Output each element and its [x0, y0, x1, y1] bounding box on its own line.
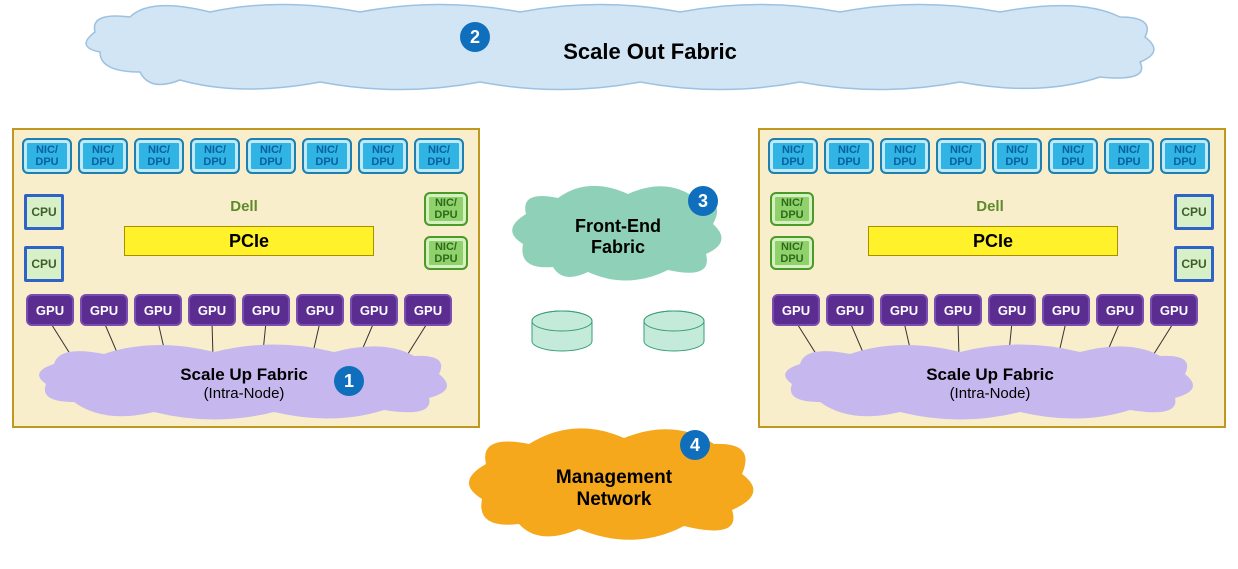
nic-chip: NIC/DPU: [880, 138, 930, 174]
gpu-chip: GPU: [1042, 294, 1090, 326]
gpu-row-right: GPUGPUGPUGPUGPUGPUGPUGPU: [772, 294, 1198, 326]
front-end-cloud: Front-End Fabric 3: [508, 182, 728, 292]
nic-chip: NIC/DPU: [768, 138, 818, 174]
storage-disk-2: [642, 310, 706, 354]
gpu-chip: GPU: [188, 294, 236, 326]
scale-up-left-text: Scale Up Fabric (Intra-Node): [180, 365, 308, 402]
server-right: NIC/DPUNIC/DPUNIC/DPUNIC/DPUNIC/DPUNIC/D…: [758, 128, 1226, 428]
nic-chip: NIC/DPU: [1160, 138, 1210, 174]
scale-up-left-l1: Scale Up Fabric: [180, 365, 308, 385]
management-l2: Network: [556, 489, 672, 511]
nic-chip: NIC/DPU: [1104, 138, 1154, 174]
pcie-left: PCIe: [124, 226, 374, 256]
front-end-l2: Fabric: [575, 237, 661, 258]
management-cloud: Management Network 4: [464, 424, 764, 554]
side-nic-col-right: NIC/DPU NIC/DPU: [770, 192, 814, 270]
management-text: Management Network: [556, 467, 672, 511]
nic-chip: NIC/DPU: [824, 138, 874, 174]
side-nic-r-1: NIC/DPU: [770, 192, 814, 226]
nic-chip: NIC/DPU: [22, 138, 72, 174]
front-end-l1: Front-End: [575, 216, 661, 237]
scale-out-badge: 2: [460, 22, 490, 52]
side-nic-l-2: NIC/DPU: [424, 236, 468, 270]
scale-out-label: Scale Out Fabric: [563, 39, 737, 65]
scale-up-right-l2: (Intra-Node): [926, 385, 1054, 402]
gpu-chip: GPU: [350, 294, 398, 326]
side-nic-l-1: NIC/DPU: [424, 192, 468, 226]
gpu-chip: GPU: [26, 294, 74, 326]
scale-up-right-cloud: Scale Up Fabric (Intra-Node): [780, 342, 1200, 424]
storage-disk-1: [530, 310, 594, 354]
scale-up-left-cloud: Scale Up Fabric (Intra-Node) 1: [34, 342, 454, 424]
gpu-chip: GPU: [988, 294, 1036, 326]
gpu-chip: GPU: [80, 294, 128, 326]
server-left-label-1: Dell: [144, 198, 344, 215]
pcie-left-label: PCIe: [229, 231, 269, 252]
gpu-chip: GPU: [242, 294, 290, 326]
side-nic-col-left: NIC/DPU NIC/DPU: [424, 192, 468, 270]
scale-out-cloud: 2 Scale Out Fabric: [80, 2, 1160, 102]
management-badge: 4: [680, 430, 710, 460]
gpu-chip: GPU: [826, 294, 874, 326]
gpu-chip: GPU: [934, 294, 982, 326]
cpu-col-right: CPU CPU: [1174, 194, 1214, 282]
gpu-chip: GPU: [880, 294, 928, 326]
scale-up-badge: 1: [334, 366, 364, 396]
gpu-chip: GPU: [1096, 294, 1144, 326]
gpu-chip: GPU: [404, 294, 452, 326]
nic-chip: NIC/DPU: [992, 138, 1042, 174]
cpu-l-1: CPU: [24, 194, 64, 230]
gpu-chip: GPU: [772, 294, 820, 326]
nic-chip: NIC/DPU: [936, 138, 986, 174]
nic-chip: NIC/DPU: [78, 138, 128, 174]
cpu-l-2: CPU: [24, 246, 64, 282]
nic-chip: NIC/DPU: [134, 138, 184, 174]
nic-chip: NIC/DPU: [1048, 138, 1098, 174]
nic-row-right: NIC/DPUNIC/DPUNIC/DPUNIC/DPUNIC/DPUNIC/D…: [768, 138, 1210, 174]
side-nic-r-2: NIC/DPU: [770, 236, 814, 270]
gpu-chip: GPU: [1150, 294, 1198, 326]
nic-row-left: NIC/DPUNIC/DPUNIC/DPUNIC/DPUNIC/DPUNIC/D…: [22, 138, 464, 174]
front-end-text: Front-End Fabric: [575, 216, 661, 258]
scale-up-left-l2: (Intra-Node): [180, 385, 308, 402]
cpu-col-left: CPU CPU: [24, 194, 64, 282]
nic-chip: NIC/DPU: [302, 138, 352, 174]
scale-up-right-text: Scale Up Fabric (Intra-Node): [926, 365, 1054, 402]
gpu-chip: GPU: [296, 294, 344, 326]
scale-up-right-l1: Scale Up Fabric: [926, 365, 1054, 385]
nic-chip: NIC/DPU: [358, 138, 408, 174]
management-l1: Management: [556, 467, 672, 489]
cpu-r-1: CPU: [1174, 194, 1214, 230]
nic-chip: NIC/DPU: [414, 138, 464, 174]
nic-chip: NIC/DPU: [190, 138, 240, 174]
gpu-chip: GPU: [134, 294, 182, 326]
pcie-right-label: PCIe: [973, 231, 1013, 252]
cpu-r-2: CPU: [1174, 246, 1214, 282]
pcie-right: PCIe: [868, 226, 1118, 256]
front-end-badge: 3: [688, 186, 718, 216]
server-left: NIC/DPUNIC/DPUNIC/DPUNIC/DPUNIC/DPUNIC/D…: [12, 128, 480, 428]
nic-chip: NIC/DPU: [246, 138, 296, 174]
server-right-label-1: Dell: [890, 198, 1090, 215]
gpu-row-left: GPUGPUGPUGPUGPUGPUGPUGPU: [26, 294, 452, 326]
